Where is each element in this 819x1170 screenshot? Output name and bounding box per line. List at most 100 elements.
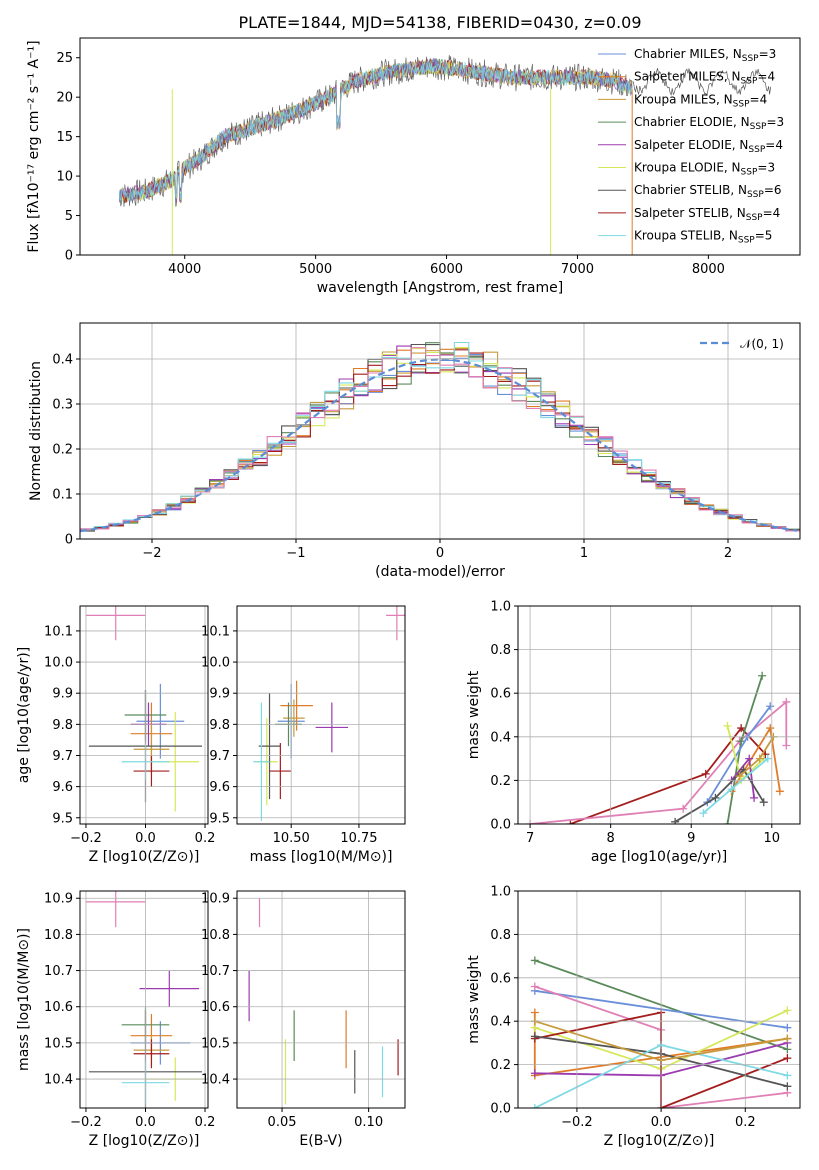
errorbar-point: [315, 702, 349, 753]
y-tick-label: 0: [65, 249, 73, 264]
panel-spectrum: 4000 5000 6000 7000 8000 0 5 10 15 20 25 wavelength…: [26, 37, 801, 296]
plot-area-mass-vs-EBV: [248, 898, 399, 1105]
errorbar-point: [283, 699, 305, 737]
spectrum-line: [118, 57, 633, 205]
panel-mass-vs-EBV: 0.05 0.10 10.4 10.5 10.6 10.7 10.8 10.9 E(B-V): [201, 890, 406, 1149]
spectrum-line-extension: [632, 67, 772, 97]
y-tick-label: 10.8: [201, 928, 230, 943]
x-tick-label: 0.0: [135, 1115, 156, 1130]
weight-marker: [783, 1082, 792, 1091]
y-tick-label: 15: [56, 130, 73, 145]
axes-frame: [79, 322, 801, 540]
panel-mass-vs-Z: −0.2 0.0 0.2 10.4 10.5 10.6 10.7 10.8 10.9 Z [log…: [16, 890, 215, 1149]
legend-entry: Chabrier MILES, NSSP=3: [634, 47, 776, 64]
weight-marker: [783, 1023, 792, 1032]
normal-curve: [80, 358, 798, 533]
weight-marker: [530, 1008, 539, 1017]
axes-frame: [79, 605, 209, 825]
x-tick-label: 0.0: [651, 1115, 672, 1130]
x-axis-label: Z [log10(Z/Z⊙)]: [89, 849, 200, 865]
y-tick-label: 0.8: [490, 928, 511, 943]
y-tick-label: 10.5: [44, 1036, 73, 1051]
y-tick-label: 9.8: [209, 718, 230, 733]
y-tick-label: 10.4: [201, 1073, 230, 1088]
plot-area-age-vs-Z: [85, 606, 203, 812]
y-tick-label: 10.5: [201, 1036, 230, 1051]
y-tick-label: 10.9: [44, 892, 73, 907]
x-axis-label: wavelength [Angstrom, rest frame]: [317, 280, 563, 296]
y-tick-label: 0.6: [490, 687, 511, 702]
errorbar-point: [139, 970, 200, 1007]
axes-frame: [236, 605, 406, 825]
x-tick-label: 7: [526, 831, 534, 846]
x-tick-label: 10.50: [273, 831, 310, 846]
legend-entry: Salpeter ELODIE, NSSP=4: [634, 138, 783, 155]
x-tick-label: 9: [687, 831, 695, 846]
y-tick-label: 10.6: [44, 1000, 73, 1015]
weight-marker: [782, 697, 791, 706]
y-tick-label: 0.6: [490, 971, 511, 986]
y-tick-label: 10.0: [44, 656, 73, 671]
y-tick-label: 0.3: [52, 398, 73, 413]
y-tick-label: 10.7: [44, 964, 73, 979]
x-tick-label: 0.05: [268, 1115, 297, 1130]
y-tick-label: 10.1: [44, 624, 73, 639]
spectrum-line: [118, 58, 633, 203]
errorbar-point: [133, 755, 170, 787]
panel-age-vs-mass: 10.50 10.75 9.5 9.6 9.7 9.8 9.9 10.0 10.1 mass [l…: [201, 605, 406, 865]
errorbar-point: [258, 693, 281, 800]
x-axis-label: (data-model)/error: [375, 564, 505, 580]
x-tick-label: −0.2: [70, 831, 102, 846]
x-tick-label: 0.0: [135, 831, 156, 846]
y-tick-label: 0.4: [490, 1015, 511, 1030]
y-tick-label: 0.1: [52, 488, 73, 503]
weight-marker: [701, 769, 710, 778]
weight-marker: [671, 817, 680, 824]
errorbar-point: [85, 891, 146, 928]
x-tick-label: 0.2: [735, 1115, 756, 1130]
x-tick-label: 4000: [168, 262, 201, 277]
errorbar-point: [133, 1039, 170, 1069]
legend-entry: Kroupa STELIB, NSSP=5: [634, 229, 772, 246]
y-tick-label: 9.5: [52, 811, 73, 826]
weight-line: [674, 768, 765, 823]
weight-marker: [766, 724, 775, 733]
weight-marker: [745, 754, 754, 763]
weight-marker: [783, 1006, 792, 1015]
x-tick-label: 0.2: [195, 831, 216, 846]
y-tick-label: 0.0: [490, 1102, 511, 1117]
y-axis-label: mass weight: [466, 670, 482, 759]
y-tick-label: 0.8: [490, 643, 511, 658]
weight-marker: [759, 798, 768, 807]
errorbar-point: [136, 683, 185, 759]
y-tick-label: 10.6: [201, 1000, 230, 1015]
x-tick-label: −2: [142, 546, 161, 561]
y-tick-label: 20: [56, 91, 73, 106]
x-tick-label: 1: [580, 546, 588, 561]
y-tick-label: 0.4: [52, 353, 73, 368]
y-tick-label: 0.2: [490, 1058, 511, 1073]
y-axis-label: mass [log10(M/M⊙)]: [16, 928, 32, 1071]
weight-marker: [783, 1054, 792, 1063]
x-tick-label: 7000: [561, 262, 594, 277]
x-axis-label: Z [log10(Z/Z⊙)]: [89, 1133, 200, 1149]
legend-entry: Kroupa MILES, NSSP=4: [634, 92, 767, 109]
weight-marker: [735, 772, 744, 781]
errorbar-point: [253, 702, 270, 821]
weight-marker: [530, 956, 539, 965]
spectrum-line: [118, 60, 633, 202]
y-tick-label: 0.0: [490, 818, 511, 833]
y-tick-label: 9.8: [52, 718, 73, 733]
x-tick-label: 6000: [430, 262, 463, 277]
y-tick-label: 0.2: [490, 774, 511, 789]
weight-marker: [755, 754, 764, 763]
weight-marker: [530, 1104, 539, 1108]
weight-marker: [727, 785, 736, 794]
weight-marker: [737, 724, 746, 733]
panel-age-vs-Z: −0.2 0.0 0.2 9.5 9.6 9.7 9.8 9.9 10.0 10.1 Z [log1…: [16, 605, 216, 865]
y-tick-label: 10.4: [44, 1073, 73, 1088]
weight-marker: [758, 671, 767, 680]
y-tick-label: 9.7: [52, 749, 73, 764]
axes-frame: [517, 605, 801, 825]
y-tick-label: 10.1: [201, 624, 230, 639]
